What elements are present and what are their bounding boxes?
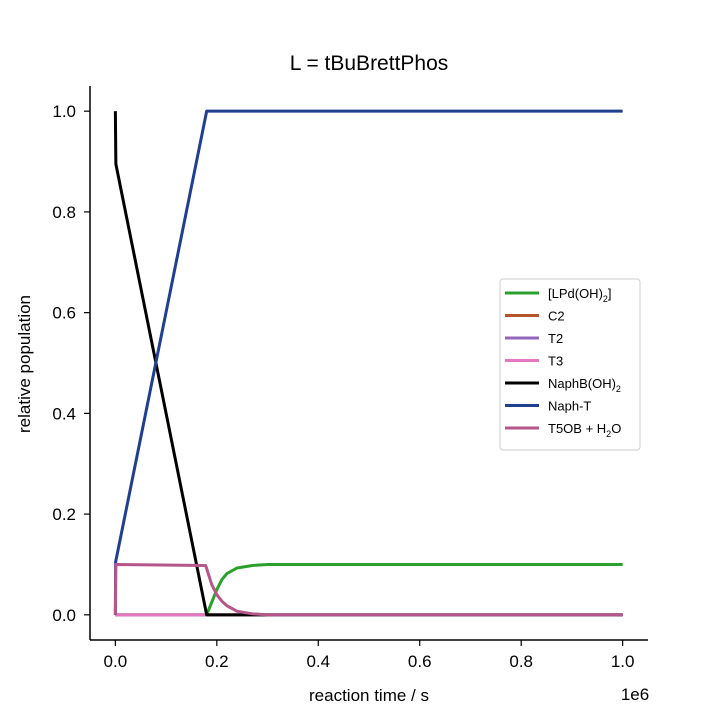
x-offset-label: 1e6 bbox=[621, 685, 649, 704]
ticks: 0.0 0.2 0.4 0.6 0.8 1.0 0.0 0.2 0.4 0.6 0.8 1.0 bbox=[52, 102, 634, 671]
legend-label-1: C2 bbox=[548, 309, 565, 324]
legend-label-4: NaphB(OH)2 bbox=[548, 376, 621, 394]
y-tick-label: 0.6 bbox=[52, 304, 76, 323]
y-tick-label: 0.2 bbox=[52, 505, 76, 524]
x-axis-label: reaction time / s bbox=[309, 686, 429, 705]
axes bbox=[89, 86, 648, 641]
y-tick-label: 0.4 bbox=[52, 404, 76, 423]
x-tick-label: 0.4 bbox=[306, 652, 330, 671]
series-line-6 bbox=[113, 562, 623, 617]
legend-label-6: T5OB + H2O bbox=[548, 421, 621, 439]
legend: [LPd(OH)2] C2 T2 T3 NaphB(OH)2 Naph-T T5OB + H… bbox=[499, 278, 641, 451]
x-tick-label: 0.2 bbox=[205, 652, 229, 671]
chart-title: L = tBuBrettPhos bbox=[290, 52, 449, 75]
plot-area bbox=[113, 109, 623, 617]
x-tick-label: 0.0 bbox=[104, 652, 128, 671]
legend-label-3: T3 bbox=[548, 354, 563, 369]
y-axis-label: relative population bbox=[15, 295, 34, 433]
y-tick-label: 1.0 bbox=[52, 102, 76, 121]
x-tick-label: 1.0 bbox=[611, 652, 635, 671]
legend-label-2: T2 bbox=[548, 331, 563, 346]
legend-label-0: [LPd(OH)2] bbox=[548, 286, 612, 304]
y-tick-label: 0.8 bbox=[52, 203, 76, 222]
x-tick-label: 0.8 bbox=[509, 652, 533, 671]
x-tick-label: 0.6 bbox=[408, 652, 432, 671]
y-tick-label: 0.0 bbox=[52, 606, 76, 625]
legend-box bbox=[499, 278, 641, 451]
legend-label-5: Naph-T bbox=[548, 399, 591, 414]
series-line-0 bbox=[115, 562, 623, 617]
